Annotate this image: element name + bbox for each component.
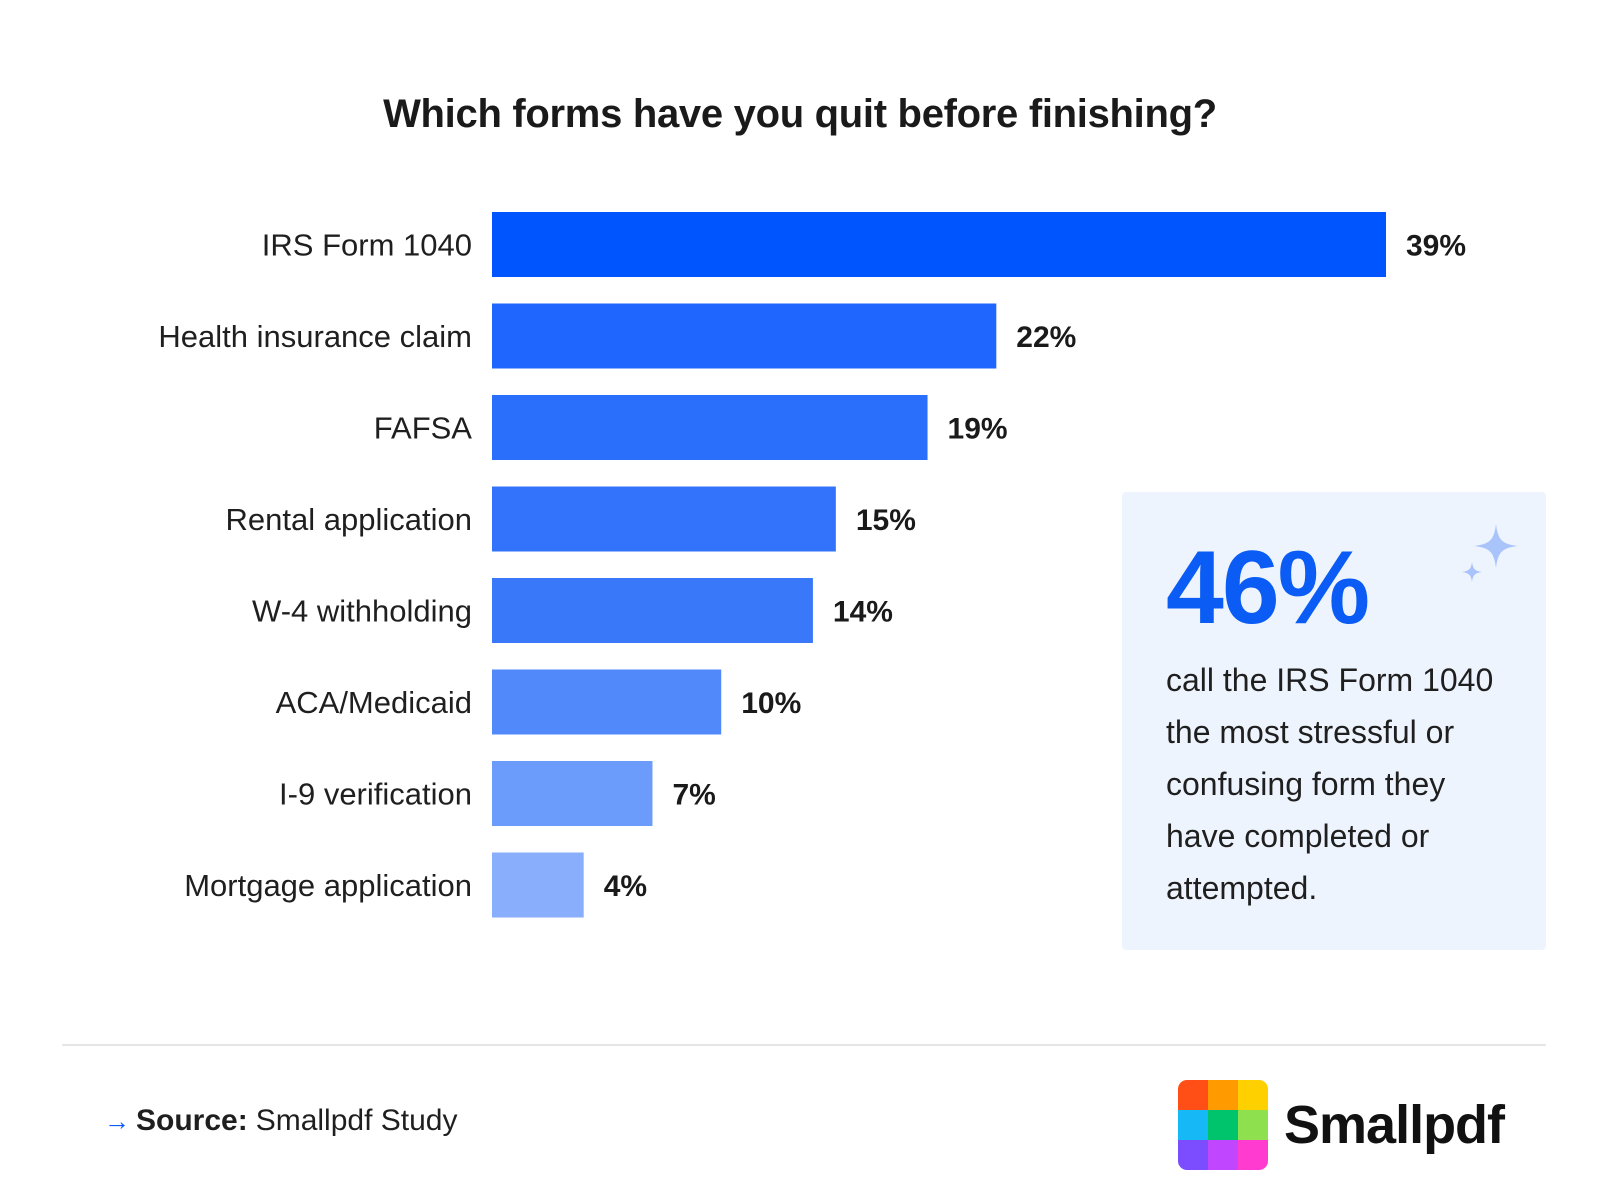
logo-text: Smallpdf: [1284, 1095, 1505, 1155]
logo-cell: [1178, 1110, 1208, 1140]
category-label: IRS Form 1040: [262, 228, 472, 263]
value-label: 15%: [856, 504, 916, 537]
value-label: 19%: [948, 413, 1008, 446]
smallpdf-logo: Smallpdf: [1178, 1080, 1505, 1170]
category-label: I-9 verification: [279, 777, 472, 812]
source-value: Smallpdf Study: [255, 1104, 458, 1137]
value-label: 22%: [1016, 321, 1076, 354]
bar: [492, 486, 836, 552]
bar: [492, 669, 722, 735]
category-label: Mortgage application: [184, 868, 472, 903]
logo-cell: [1238, 1110, 1268, 1140]
bar: [492, 852, 584, 918]
source-line: → Source: Smallpdf Study: [104, 1104, 457, 1138]
callout-stat: 46%: [1166, 530, 1370, 646]
sparkle-icon: [1462, 524, 1518, 582]
logo-cell: [1178, 1080, 1208, 1110]
logo-cell: [1208, 1140, 1238, 1170]
value-label: 14%: [833, 596, 893, 629]
logo-cell: [1208, 1080, 1238, 1110]
bar: [492, 212, 1386, 277]
logo-cell: [1238, 1080, 1268, 1110]
category-label: Rental application: [226, 502, 472, 537]
category-label: Health insurance claim: [158, 319, 472, 354]
logo-grid-icon: [1178, 1080, 1268, 1170]
logo-cell: [1208, 1110, 1238, 1140]
value-label: 10%: [741, 687, 801, 720]
bar: [492, 578, 813, 643]
callout-box: 46% call the IRS Form 1040 the most stre…: [1122, 492, 1546, 950]
bar: [492, 395, 928, 460]
divider: [62, 1044, 1546, 1046]
value-label: 7%: [672, 779, 715, 812]
value-label: 39%: [1406, 230, 1466, 263]
callout-text: call the IRS Form 1040 the most stressfu…: [1166, 662, 1494, 906]
chart-title: Which forms have you quit before finishi…: [383, 92, 1217, 136]
bar: [492, 761, 653, 826]
logo-cell: [1178, 1140, 1208, 1170]
category-label: W-4 withholding: [252, 594, 472, 629]
bar-chart: IRS Form 1040 39% Health insurance claim 22…: [158, 212, 1466, 918]
arrow-right-icon: →: [104, 1105, 130, 1136]
category-label: ACA/Medicaid: [276, 685, 472, 720]
logo-cell: [1238, 1140, 1268, 1170]
bar: [492, 303, 997, 369]
category-label: FAFSA: [374, 411, 473, 446]
value-label: 4%: [604, 870, 647, 903]
source-label: Source:: [136, 1104, 248, 1137]
